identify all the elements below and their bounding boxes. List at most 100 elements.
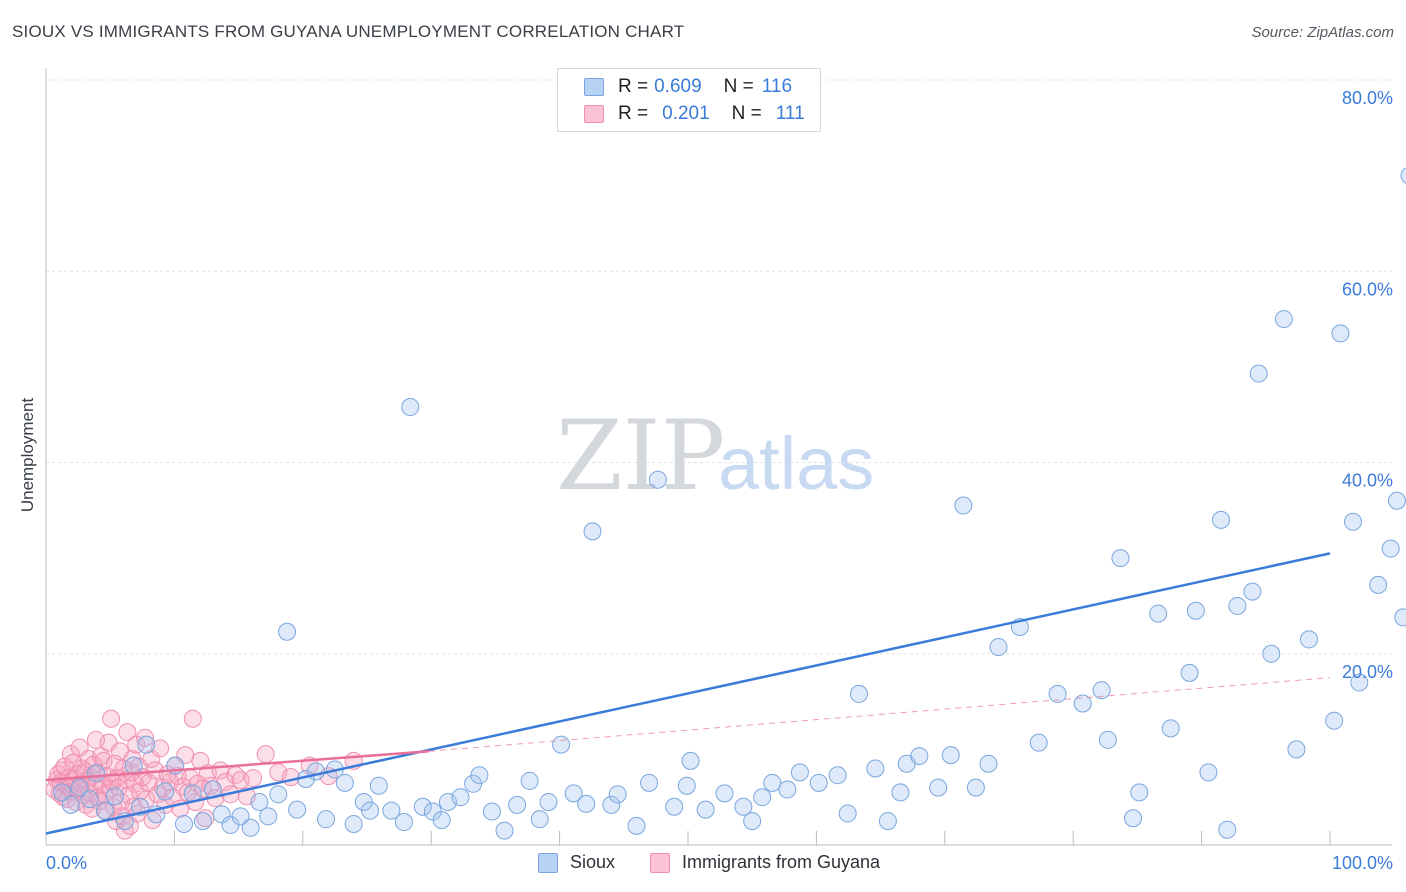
guyana-point-76 [151,739,170,758]
sioux-point-101 [1212,510,1231,529]
sioux-point-86 [989,638,1008,657]
sioux-point-50 [530,810,549,829]
sioux-point-25 [278,622,297,641]
sioux-point-20 [231,807,250,826]
sioux-point-106 [1262,644,1281,663]
sioux-point-102 [1218,820,1237,839]
bottom-legend-swatch-sioux [538,852,558,873]
sioux-point-62 [677,776,696,795]
axes [45,68,1392,846]
legend-r-value-sioux: 0.609 [654,76,702,97]
correlation-legend: R = 0.609 N = 116 R = 0.201 N = 111 [557,68,821,132]
legend-swatch-sioux [584,78,604,96]
sioux-point-70 [778,780,797,799]
guyana-point-61 [123,749,142,768]
sioux-point-64 [696,800,715,819]
y-tick-label-60: 60.0% [1342,279,1393,299]
sioux-point-39 [413,797,432,816]
legend-row-sioux: R = 0.609 N = 116 [584,75,792,99]
sioux-point-103 [1228,596,1247,615]
sioux-point-112 [1343,512,1362,531]
sioux-point-3 [80,790,99,809]
grid-lines [46,79,1392,655]
sioux-point-53 [564,784,583,803]
sioux-point-1 [61,795,80,814]
guyana-point-44 [102,709,121,728]
y-tick-label-80: 80.0% [1342,88,1393,108]
sioux-point-84 [966,778,985,797]
sioux-point-14 [174,814,193,833]
sioux-point-31 [335,773,354,792]
trend-lines [45,552,1331,835]
legend-swatch-guyana [584,105,604,123]
trend-line-guyana-extension [429,677,1331,752]
x-tick-label-100: 100.0% [1332,853,1393,873]
guyana-point-89 [183,709,202,728]
sioux-point-12 [156,782,175,801]
sioux-point-117 [1394,608,1406,627]
legend-r-value-guyana: 0.201 [662,103,710,124]
sioux-point-89 [1048,684,1067,703]
guyana-point-107 [281,768,300,787]
sioux-point-34 [361,801,380,820]
legend-n-label: N = [731,103,762,124]
sioux-point-10 [137,735,156,754]
sioux-point-23 [259,807,278,826]
sioux-point-108 [1287,740,1306,759]
bottom-legend-label-sioux: Sioux [570,852,616,872]
sioux-point-110 [1325,711,1344,730]
sioux-point-36 [382,801,401,820]
sioux-point-43 [451,788,470,807]
sioux-point-4 [86,764,105,783]
trend-line-sioux [45,552,1331,835]
bottom-legend-guyana[interactable]: Immigrants from Guyana [650,852,880,873]
sioux-point-47 [495,821,514,840]
sioux-point-18 [212,805,231,824]
sioux-point-82 [941,746,960,765]
sioux-point-28 [306,762,325,781]
sioux-point-93 [1111,549,1130,568]
sioux-point-45 [470,766,489,785]
guyana-point-72 [142,749,161,768]
sioux-point-58 [627,816,646,835]
sioux-point-60 [648,470,667,489]
sioux-point-48 [508,795,527,814]
sioux-point-22 [250,792,269,811]
sioux-point-85 [979,754,998,773]
sioux-point-38 [401,398,420,417]
y-tick-label-40: 40.0% [1342,471,1393,491]
sioux-point-66 [734,797,753,816]
sioux-point-75 [849,684,868,703]
sioux-point-0 [53,783,72,802]
sioux-point-100 [1199,763,1218,782]
sioux-point-78 [891,783,910,802]
guyana-point-69 [136,728,155,747]
guyana-point-57 [118,723,137,742]
sioux-point-109 [1300,630,1318,649]
bottom-legend-label-guyana: Immigrants from Guyana [682,852,881,872]
y-tick-label-20: 20.0% [1342,662,1393,682]
sioux-point-46 [482,802,501,821]
sioux-point-97 [1161,719,1180,738]
series-sioux-points [53,167,1406,840]
sioux-point-88 [1029,733,1048,752]
sioux-point-29 [317,810,336,829]
sioux-point-8 [124,756,143,775]
sioux-point-21 [241,818,260,837]
sioux-point-116 [1387,491,1406,510]
sioux-point-16 [193,812,212,831]
sioux-point-55 [583,522,602,541]
sioux-point-72 [809,773,828,792]
sioux-point-41 [432,811,451,830]
sioux-point-65 [715,784,734,803]
sioux-point-92 [1098,730,1117,749]
sioux-point-98 [1180,663,1199,682]
watermark-zip: ZIP [556,400,725,512]
sioux-point-96 [1149,604,1168,623]
bottom-legend-sioux[interactable]: Sioux [538,852,615,873]
sioux-point-52 [552,735,571,754]
sioux-point-74 [838,804,857,823]
legend-n-value-sioux: 116 [761,76,793,97]
sioux-point-6 [105,787,124,806]
sioux-point-37 [394,813,413,832]
